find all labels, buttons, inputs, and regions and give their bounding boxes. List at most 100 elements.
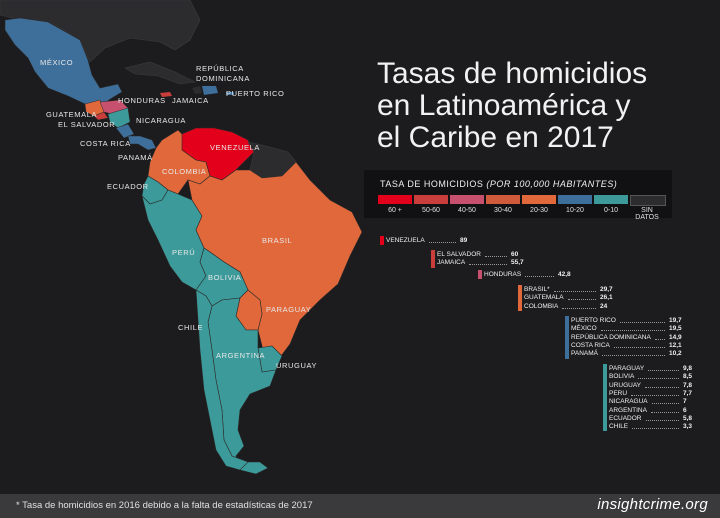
puerto-rico-region xyxy=(226,92,234,95)
ranking-group-bar xyxy=(603,364,607,432)
ranking-country: COSTA RICA xyxy=(571,341,610,349)
ranking-row: NICARAGUA 7 xyxy=(609,398,687,406)
label-uruguay: URUGUAY xyxy=(276,361,318,370)
ranking-leader xyxy=(428,242,456,243)
label-brasil: BRASIL xyxy=(262,236,293,245)
label-venezuela: VENEZUELA xyxy=(210,143,260,152)
ranking-leader xyxy=(632,428,679,430)
legend: TASA DE HOMICIDIOS (POR 100,000 HABITANT… xyxy=(364,170,672,221)
ranking-rate: 12,1 xyxy=(669,341,682,349)
ranking-leader xyxy=(469,264,507,266)
ranking-country: NICARAGUA xyxy=(609,398,648,406)
legend-swatch-label: 40-50 xyxy=(458,207,476,214)
legend-swatch xyxy=(414,195,448,204)
ranking-row: COLOMBIA 24 xyxy=(524,302,608,311)
ranking-row: PERU 7,7 xyxy=(609,390,692,398)
ranking-row: EL SALVADOR 60 xyxy=(437,251,518,259)
ranking-leader xyxy=(648,370,679,371)
ranking-row: JAMAICA 55,7 xyxy=(437,259,524,267)
ranking-country: URUGUAY xyxy=(609,381,642,389)
legend-swatch xyxy=(594,195,628,204)
ranking-leader xyxy=(638,378,679,380)
legend-swatch xyxy=(522,195,556,204)
ranking-leader xyxy=(631,394,679,396)
legend-swatch-label: 30-40 xyxy=(494,207,512,214)
ranking-row: ECUADOR 5,8 xyxy=(609,415,692,423)
label-ecuador: ECUADOR xyxy=(107,182,149,191)
ranking-rate: 55,7 xyxy=(511,259,524,267)
ranking-row: MÉXICO 19,5 xyxy=(571,325,682,333)
haiti xyxy=(192,86,202,94)
legend-swatch xyxy=(558,195,592,204)
ranking-leader xyxy=(562,307,596,309)
ranking-row: PARAGUAY 9,8 xyxy=(609,365,692,373)
legend-swatch-label: SIN DATOS xyxy=(635,207,659,221)
legend-swatch xyxy=(450,195,484,204)
ranking-rate: 19,5 xyxy=(669,325,682,333)
mexico-region xyxy=(4,17,123,107)
map-title: Tasas de homicidios en Latinoamérica y e… xyxy=(377,57,648,154)
ranking-rate: 26,1 xyxy=(600,294,613,302)
label-mexico: MÉXICO xyxy=(40,58,74,67)
ranking-leader xyxy=(650,411,679,413)
ranking-country: CHILE xyxy=(609,423,629,431)
ranking-leader xyxy=(645,386,679,388)
ranking-row: COSTA RICA 12,1 xyxy=(571,341,682,350)
ranking-leader xyxy=(645,419,679,421)
ranking-country: BRASIL* xyxy=(524,286,550,293)
ranking-rate: 8,5 xyxy=(683,373,693,381)
label-bolivia: BOLIVIA xyxy=(208,273,242,282)
ranking-leader xyxy=(601,355,665,357)
ranking-country: VENEZUELA xyxy=(386,237,425,244)
ranking-rate: 19,7 xyxy=(669,317,682,324)
label-guatemala: GUATEMALA xyxy=(46,110,98,119)
label-rep-dominicana: REPÚBLICA DOMINICANA xyxy=(196,64,250,83)
ranking-leader xyxy=(567,299,596,301)
label-paraguay: PARAGUAY xyxy=(266,305,312,314)
ranking-leader xyxy=(619,322,665,323)
ranking-rate: 7,7 xyxy=(683,389,693,397)
ranking-rate: 9,8 xyxy=(683,365,693,372)
ranking-group-bar xyxy=(431,250,435,268)
ranking-country: EL SALVADOR xyxy=(437,251,481,258)
el-salvador-region xyxy=(93,111,109,121)
chile-region xyxy=(195,289,249,471)
legend-swatch-label: 0-10 xyxy=(603,207,618,214)
ranking-leader xyxy=(484,256,507,257)
label-panama: PANAMÁ xyxy=(118,153,153,162)
ranking-row: GUATEMALA 26,1 xyxy=(524,294,613,302)
ranking-country: JAMAICA xyxy=(437,259,466,267)
ranking-group-bar xyxy=(518,285,522,311)
ranking-rate: 42,8 xyxy=(558,271,571,278)
ranking-rate: 7,8 xyxy=(683,381,693,389)
legend-swatch xyxy=(486,195,520,204)
label-peru: PERÚ xyxy=(172,248,196,257)
label-argentina: ARGENTINA xyxy=(216,351,266,360)
label-jamaica: JAMAICA xyxy=(172,96,209,105)
footer: * Tasa de homicidios en 2016 debido a la… xyxy=(0,494,720,518)
ranking-rate: 24 xyxy=(600,302,608,310)
label-chile: CHILE xyxy=(178,323,204,332)
legend-title-unit: (POR 100,000 HABITANTES) xyxy=(486,179,618,189)
label-costa-rica: COSTA RICA xyxy=(80,139,131,148)
ranking-leader xyxy=(600,330,665,332)
label-nicaragua: NICARAGUA xyxy=(136,116,186,125)
legend-swatch xyxy=(378,195,412,204)
legend-swatch xyxy=(630,195,666,206)
legend-title-main: TASA DE HOMICIDIOS xyxy=(380,179,484,189)
ranking-row: VENEZUELA 89 xyxy=(386,237,467,245)
ranking-leader xyxy=(654,338,665,340)
costa-rica-region xyxy=(115,123,135,139)
ranking-rate: 14,9 xyxy=(669,333,682,341)
ranking-row: PUERTO RICO 19,7 xyxy=(571,317,682,325)
ranking-country: BOLIVIA xyxy=(609,373,635,381)
ranking-row: REPÚBLICA DOMINICANA 14,9 xyxy=(571,334,682,342)
ranking-rate: 7 xyxy=(683,398,687,406)
ranking-row: BRASIL* 29,7 xyxy=(524,286,613,294)
label-honduras: HONDURAS xyxy=(118,96,166,105)
ranking-country: PUERTO RICO xyxy=(571,317,616,324)
ranking-leader xyxy=(553,291,596,292)
nicaragua-region xyxy=(107,107,131,129)
ranking-rate: 29,7 xyxy=(600,286,613,293)
legend-swatch-label: 50-60 xyxy=(422,207,440,214)
